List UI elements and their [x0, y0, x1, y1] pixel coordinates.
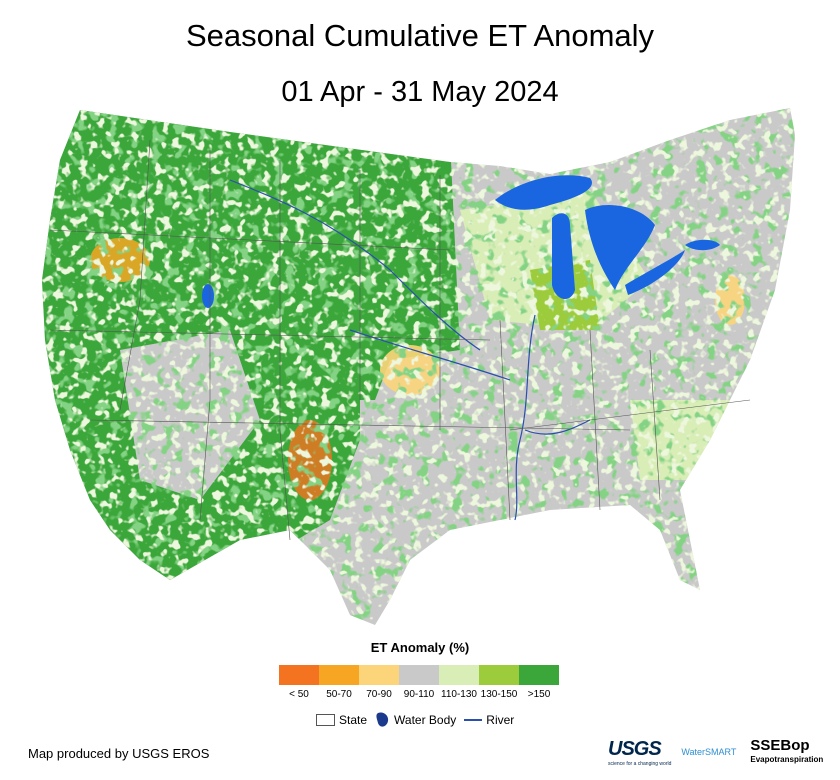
usgs-tagline: science for a changing world — [608, 761, 672, 767]
river-key-label: River — [486, 713, 515, 727]
legend-swatch-3 — [399, 665, 439, 685]
map-title: Seasonal Cumulative ET Anomaly — [185, 18, 655, 53]
river-key: River — [464, 713, 514, 727]
legend-label-4: 110-130 — [441, 689, 477, 700]
legend-label-2: 70-90 — [366, 689, 392, 700]
state-key-label: State — [339, 713, 368, 727]
great-lakes — [202, 175, 720, 308]
water-key-label: Water Body — [394, 713, 457, 727]
legend-title: ET Anomaly (%) — [370, 640, 470, 655]
legend-swatch-5 — [479, 665, 519, 685]
ssebop-logo: SSEBop Evapotranspiration — [750, 736, 824, 767]
map-key: State Water Body River — [316, 711, 522, 729]
legend-swatch-6 — [519, 665, 559, 685]
legend-swatches — [279, 665, 559, 685]
legend-label-1: 50-70 — [326, 689, 352, 700]
legend-label-3: 90-110 — [403, 689, 435, 700]
et-anomaly-map — [42, 108, 795, 625]
ssebop-logo-text: SSEBop — [750, 736, 810, 754]
legend-labels: < 50 50-70 70-90 90-110 110-130 130-150 >150 — [279, 689, 559, 700]
legend-swatch-4 — [439, 665, 479, 685]
river-symbol — [464, 719, 483, 721]
water-key: Water Body — [375, 711, 456, 729]
state-key: State — [316, 713, 367, 727]
map-credit: Map produced by USGS EROS — [28, 746, 210, 761]
watersmart-logo: WaterSMART — [681, 747, 737, 757]
usgs-logo-text: USGS — [608, 738, 662, 760]
legend-label-6: >150 — [527, 689, 551, 700]
water-body-icon — [376, 712, 389, 727]
state-boundaries — [49, 139, 751, 541]
usgs-logo: USGS science for a changing world — [608, 738, 671, 767]
map-date-range: 01 Apr - 31 May 2024 — [281, 76, 559, 108]
legend-label-5: 130-150 — [480, 689, 518, 700]
legend-label-0: < 50 — [289, 689, 309, 700]
legend-swatch-2 — [359, 665, 399, 685]
ssebop-subtitle: Evapotranspiration — [750, 754, 824, 764]
legend-swatch-1 — [319, 665, 359, 685]
logos: USGS science for a changing world WaterS… — [608, 736, 824, 768]
state-symbol — [316, 714, 335, 726]
legend-swatch-0 — [279, 665, 319, 685]
rivers — [229, 179, 591, 521]
